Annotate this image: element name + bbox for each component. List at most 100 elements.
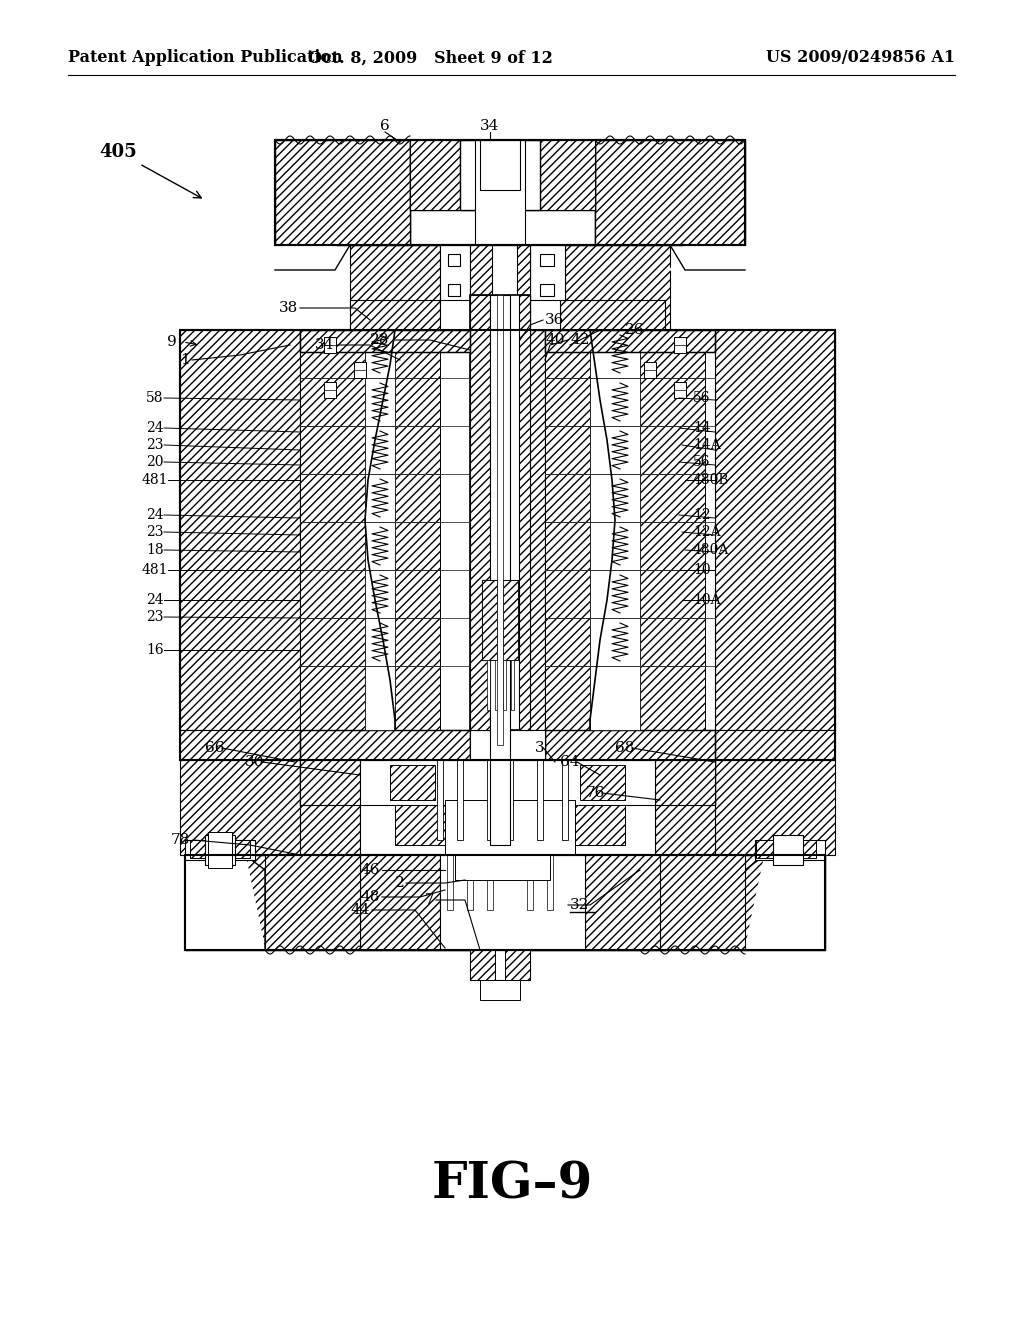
Bar — [545, 330, 590, 378]
Bar — [440, 246, 565, 330]
Text: 481: 481 — [141, 473, 168, 487]
Bar — [540, 284, 554, 296]
Bar — [300, 474, 365, 521]
Bar — [674, 381, 686, 399]
Bar — [545, 378, 590, 426]
Bar — [519, 294, 530, 730]
Bar — [395, 330, 440, 378]
Bar — [660, 855, 745, 950]
Bar — [300, 330, 470, 730]
Bar — [185, 855, 825, 950]
Bar — [275, 140, 410, 246]
Bar — [590, 378, 640, 426]
Text: FIG–9: FIG–9 — [431, 1160, 593, 1209]
Bar — [300, 570, 365, 618]
Bar — [590, 667, 640, 730]
Bar — [470, 246, 492, 330]
Bar — [180, 760, 300, 855]
Text: 24: 24 — [146, 421, 164, 436]
Bar — [470, 950, 530, 979]
Bar — [590, 474, 640, 521]
Bar — [410, 140, 595, 210]
Bar — [470, 246, 530, 330]
Bar — [545, 730, 715, 760]
Text: 40: 40 — [545, 333, 565, 347]
Text: 46: 46 — [360, 863, 380, 876]
Bar — [715, 730, 835, 760]
Bar — [547, 855, 553, 909]
Bar — [395, 474, 440, 521]
Bar — [445, 800, 575, 855]
Bar — [480, 140, 520, 190]
Bar — [545, 730, 715, 760]
Text: 14A: 14A — [693, 438, 721, 451]
Bar — [562, 760, 568, 840]
Bar — [300, 730, 470, 760]
Bar — [395, 618, 440, 667]
Bar — [545, 426, 590, 474]
Bar — [185, 840, 255, 861]
Text: 23: 23 — [146, 610, 164, 624]
Bar — [486, 660, 489, 710]
Bar — [395, 667, 440, 730]
Bar — [470, 294, 490, 730]
Bar — [410, 140, 595, 246]
Bar — [590, 330, 640, 378]
Bar — [365, 426, 395, 474]
Bar — [640, 521, 705, 570]
Polygon shape — [185, 855, 265, 950]
Bar — [350, 246, 440, 330]
Bar — [350, 300, 440, 330]
Text: 10A: 10A — [693, 593, 721, 607]
Text: 405: 405 — [99, 143, 201, 198]
Bar — [640, 474, 705, 521]
Bar — [275, 140, 745, 246]
Text: 12: 12 — [693, 508, 711, 521]
Bar — [511, 660, 513, 710]
Text: 34: 34 — [480, 119, 500, 133]
Bar — [467, 855, 473, 909]
Bar — [324, 337, 336, 352]
Text: 7: 7 — [425, 894, 435, 907]
Bar — [490, 294, 510, 845]
Bar — [365, 667, 395, 730]
Bar — [545, 521, 590, 570]
Bar — [470, 330, 545, 730]
Bar — [365, 330, 395, 378]
Bar — [440, 855, 585, 950]
Bar — [580, 766, 625, 800]
Bar — [365, 521, 395, 570]
Bar — [470, 730, 545, 760]
Text: 78: 78 — [170, 833, 189, 847]
Bar — [519, 294, 530, 335]
Bar — [507, 760, 513, 840]
Bar — [545, 330, 715, 352]
Bar — [517, 246, 530, 330]
Bar — [360, 855, 665, 950]
Bar — [545, 667, 590, 730]
Text: 6: 6 — [380, 119, 390, 133]
Bar — [360, 855, 440, 950]
Bar — [300, 618, 365, 667]
Text: 34: 34 — [315, 338, 335, 352]
Bar — [275, 140, 745, 246]
Bar — [527, 855, 534, 909]
Bar — [324, 381, 336, 399]
Bar — [482, 579, 518, 660]
Text: US 2009/0249856 A1: US 2009/0249856 A1 — [766, 49, 955, 66]
Text: 481: 481 — [141, 564, 168, 577]
Text: 24: 24 — [146, 508, 164, 521]
Text: 480A: 480A — [693, 543, 729, 557]
Text: 18: 18 — [146, 543, 164, 557]
Text: Patent Application Publication: Patent Application Publication — [68, 49, 343, 66]
Bar — [410, 140, 460, 210]
Text: 44: 44 — [350, 903, 370, 917]
Bar — [590, 570, 640, 618]
Bar — [640, 426, 705, 474]
Polygon shape — [745, 855, 825, 950]
Text: 20: 20 — [146, 455, 164, 469]
Bar — [360, 800, 655, 855]
Bar — [674, 337, 686, 352]
Text: 58: 58 — [146, 391, 164, 405]
Bar — [180, 330, 835, 760]
